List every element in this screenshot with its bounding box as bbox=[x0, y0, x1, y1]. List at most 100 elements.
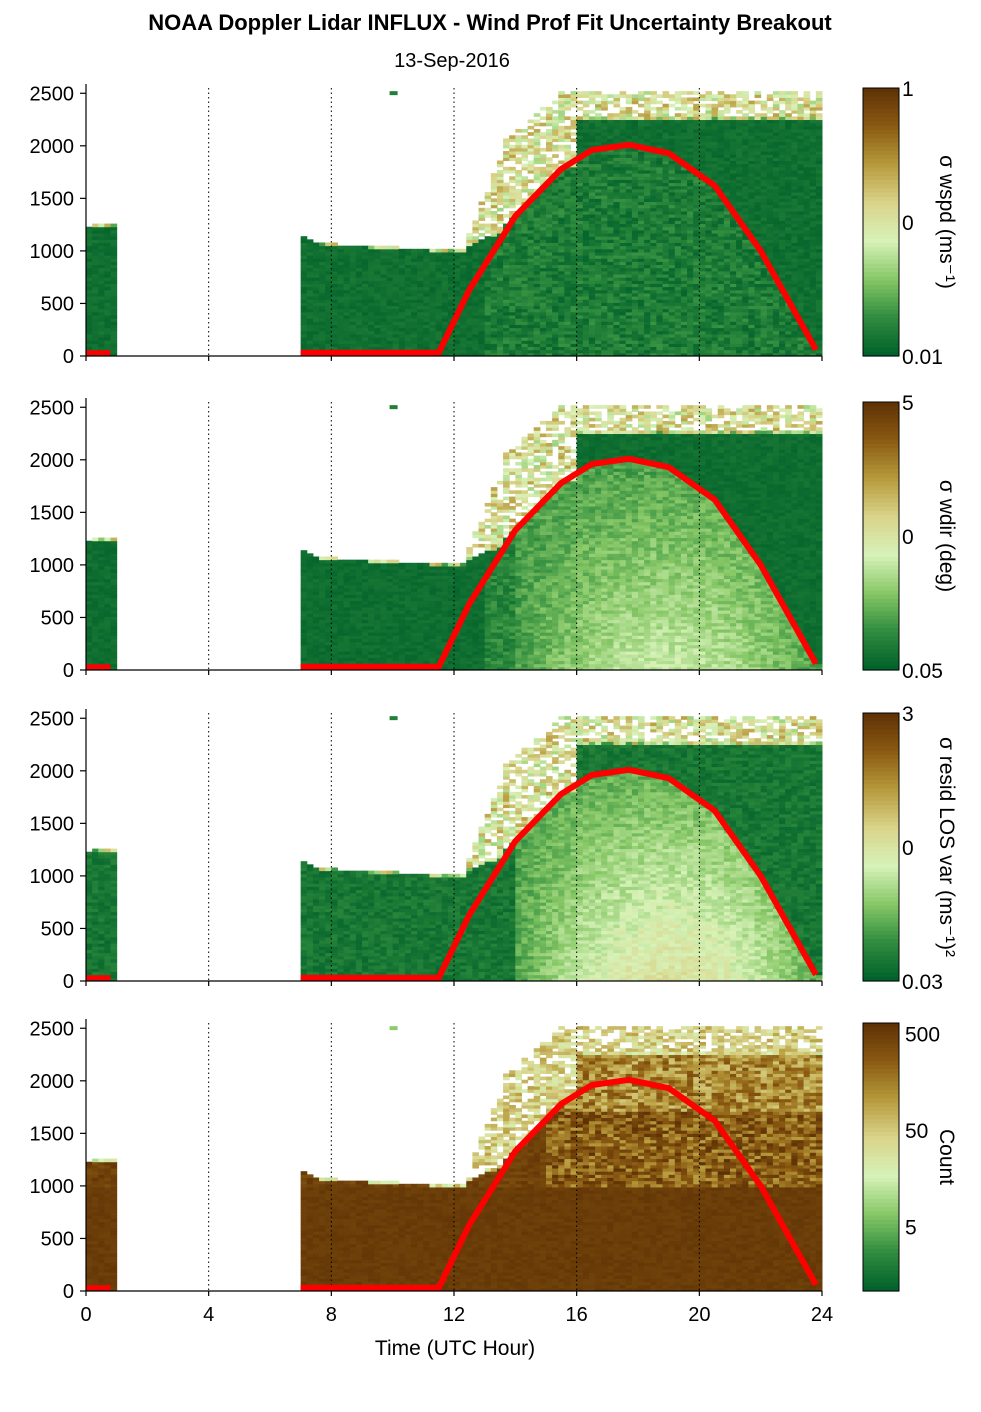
heatmap-cell bbox=[712, 302, 719, 306]
heatmap-cell bbox=[699, 246, 706, 250]
heatmap-cell bbox=[687, 350, 694, 354]
heatmap-cell bbox=[503, 328, 510, 332]
heatmap-cell bbox=[638, 347, 645, 351]
heatmap-cell bbox=[98, 315, 105, 319]
heatmap-cell bbox=[509, 151, 516, 155]
heatmap-cell bbox=[712, 343, 719, 347]
heatmap-cell bbox=[460, 268, 467, 272]
heatmap-cell bbox=[558, 161, 565, 165]
heatmap-cell bbox=[577, 302, 584, 306]
heatmap-cell bbox=[638, 337, 645, 341]
heatmap-cell bbox=[613, 202, 620, 206]
heatmap-cell bbox=[712, 321, 719, 325]
heatmap-cell bbox=[663, 104, 670, 108]
heatmap-cell bbox=[104, 227, 111, 231]
heatmap-cell bbox=[681, 246, 688, 250]
heatmap-cell bbox=[620, 170, 627, 174]
heatmap-cell bbox=[663, 299, 670, 303]
heatmap-cell bbox=[552, 214, 559, 218]
heatmap-cell bbox=[601, 347, 608, 351]
heatmap-cell bbox=[601, 293, 608, 297]
heatmap-cell bbox=[528, 334, 535, 338]
heatmap-cell bbox=[705, 113, 712, 117]
heatmap-cell bbox=[705, 283, 712, 287]
heatmap-cell bbox=[429, 340, 436, 344]
heatmap-cell bbox=[564, 290, 571, 294]
heatmap-cell bbox=[650, 154, 657, 158]
heatmap-cell bbox=[589, 340, 596, 344]
heatmap-cell bbox=[632, 236, 639, 240]
heatmap-cell bbox=[350, 258, 357, 262]
heatmap-cell bbox=[712, 227, 719, 231]
heatmap-cell bbox=[497, 252, 504, 256]
heatmap-cell bbox=[98, 287, 105, 291]
heatmap-cell bbox=[534, 217, 541, 221]
heatmap-cell bbox=[374, 258, 381, 262]
heatmap-cell bbox=[687, 246, 694, 250]
heatmap-cell bbox=[681, 239, 688, 243]
heatmap-cell bbox=[331, 321, 338, 325]
heatmap-cell bbox=[577, 211, 584, 215]
heatmap-cell bbox=[104, 268, 111, 272]
heatmap-cell bbox=[650, 324, 657, 328]
heatmap-cell bbox=[656, 337, 663, 341]
heatmap-cell bbox=[718, 170, 725, 174]
heatmap-cell bbox=[681, 208, 688, 212]
heatmap-cell bbox=[644, 265, 651, 269]
heatmap-cell bbox=[515, 350, 522, 354]
heatmap-cell bbox=[712, 287, 719, 291]
heatmap-cell bbox=[319, 280, 326, 284]
heatmap-cell bbox=[577, 214, 584, 218]
heatmap-cell bbox=[675, 195, 682, 199]
heatmap-cell bbox=[564, 321, 571, 325]
heatmap-cell bbox=[705, 145, 712, 149]
heatmap-cell bbox=[663, 290, 670, 294]
heatmap-cell bbox=[380, 255, 387, 259]
heatmap-cell bbox=[613, 277, 620, 281]
heatmap-cell bbox=[515, 202, 522, 206]
heatmap-cell bbox=[521, 167, 528, 171]
heatmap-cell bbox=[669, 176, 676, 180]
heatmap-cell bbox=[620, 283, 627, 287]
heatmap-cell bbox=[699, 148, 706, 152]
heatmap-cell bbox=[699, 290, 706, 294]
heatmap-cell bbox=[724, 227, 731, 231]
heatmap-cell bbox=[534, 334, 541, 338]
heatmap-cell bbox=[675, 236, 682, 240]
heatmap-cell bbox=[399, 271, 406, 275]
heatmap-cell bbox=[509, 318, 516, 322]
heatmap-cell bbox=[571, 274, 578, 278]
heatmap-cell bbox=[515, 192, 522, 196]
heatmap-cell bbox=[577, 101, 584, 105]
heatmap-cell bbox=[589, 265, 596, 269]
heatmap-cell bbox=[491, 347, 498, 351]
heatmap-cell bbox=[656, 205, 663, 209]
heatmap-cell bbox=[712, 271, 719, 275]
heatmap-cell bbox=[479, 306, 486, 310]
heatmap-cell bbox=[613, 296, 620, 300]
heatmap-cell bbox=[607, 274, 614, 278]
heatmap-cell bbox=[607, 123, 614, 127]
heatmap-cell bbox=[503, 170, 510, 174]
heatmap-cell bbox=[534, 233, 541, 237]
heatmap-cell bbox=[515, 337, 522, 341]
heatmap-cell bbox=[613, 258, 620, 262]
heatmap-cell bbox=[111, 337, 118, 341]
heatmap-cell bbox=[491, 268, 498, 272]
heatmap-cell bbox=[423, 299, 430, 303]
heatmap-cell bbox=[681, 299, 688, 303]
heatmap-cell bbox=[98, 255, 105, 259]
heatmap-cell bbox=[644, 91, 651, 95]
heatmap-cell bbox=[454, 277, 461, 281]
heatmap-cell bbox=[589, 309, 596, 313]
heatmap-cell bbox=[638, 151, 645, 155]
heatmap-cell bbox=[687, 154, 694, 158]
heatmap-cell bbox=[638, 116, 645, 120]
heatmap-cell bbox=[687, 299, 694, 303]
heatmap-cell bbox=[681, 287, 688, 291]
heatmap-cell bbox=[675, 271, 682, 275]
heatmap-cell bbox=[534, 299, 541, 303]
heatmap-cell bbox=[558, 214, 565, 218]
heatmap-cell bbox=[552, 315, 559, 319]
heatmap-cell bbox=[368, 309, 375, 313]
